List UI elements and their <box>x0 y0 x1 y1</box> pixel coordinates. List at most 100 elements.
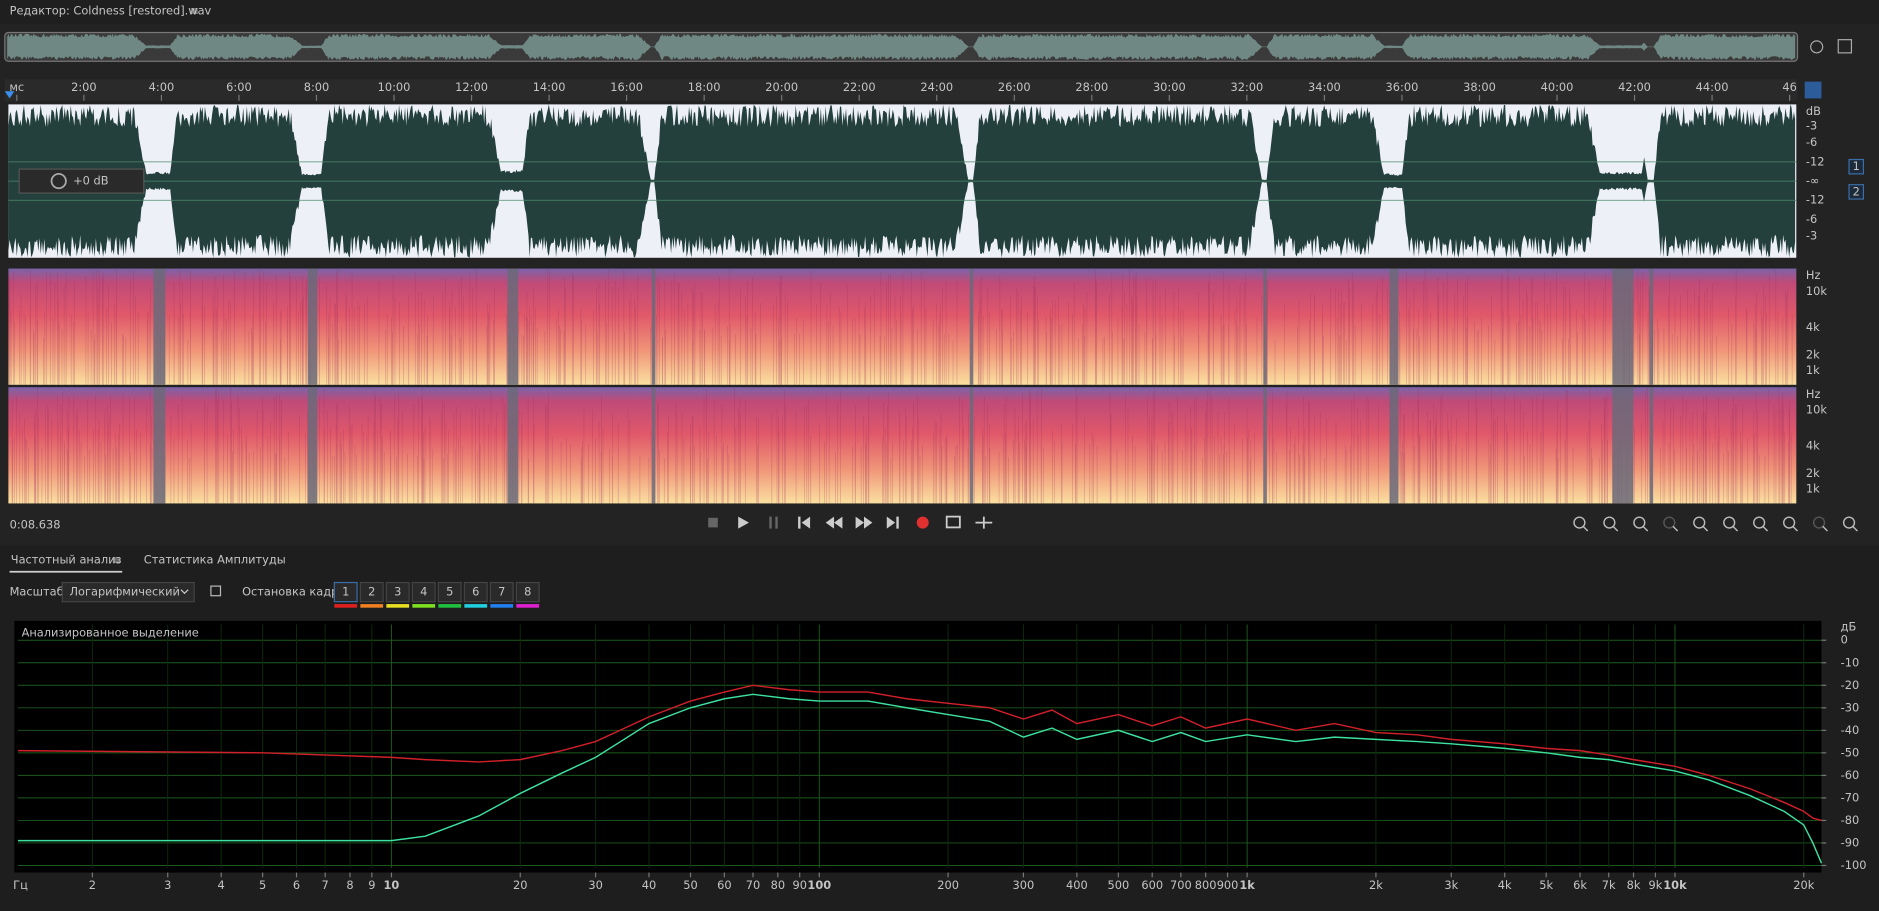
time-label: 40:00 <box>1541 80 1574 94</box>
frame-button-label: 3 <box>394 585 401 599</box>
volume-control[interactable] <box>18 168 145 194</box>
zoom-btn-handle <box>1612 525 1619 532</box>
frame-button-label: 4 <box>420 585 427 599</box>
x-tick-label: 9 <box>368 878 375 892</box>
zoom-btn-handle <box>1822 525 1828 532</box>
y-tick-label: -10 <box>1841 655 1860 669</box>
volume-value: +0 dB <box>73 174 108 188</box>
rewind-btn[interactable] <box>825 516 843 529</box>
frame-button-label: 1 <box>342 585 349 599</box>
spectrogram <box>8 387 1797 504</box>
x-tick-label: 10k <box>1663 878 1687 892</box>
hz-label: 2k <box>1806 466 1820 480</box>
volume-knob[interactable] <box>50 172 67 190</box>
x-tick-label: 7 <box>322 878 329 892</box>
frame-button[interactable] <box>463 581 488 603</box>
y-tick-label: -70 <box>1841 790 1860 804</box>
db-label: -∞ <box>1806 174 1820 188</box>
spectrogram-texture <box>11 387 1792 504</box>
tab-amplitude[interactable]: Статистика Амплитуды <box>144 552 286 566</box>
frame-button[interactable] <box>515 581 540 603</box>
x-tick-label: 90 <box>792 878 806 892</box>
time-label: 18:00 <box>688 80 721 94</box>
zoom-btn[interactable] <box>1812 516 1826 529</box>
y-tick-label: -40 <box>1841 723 1860 737</box>
forward-btn[interactable] <box>855 516 873 529</box>
spectrogram-gap <box>969 387 974 504</box>
frame-button[interactable] <box>385 581 410 603</box>
spectrogram-gap <box>153 268 166 385</box>
zoom-btn[interactable] <box>1783 516 1796 529</box>
frame-button[interactable] <box>333 581 358 603</box>
stop-btn[interactable] <box>708 517 718 528</box>
hz-label: 1k <box>1806 363 1820 377</box>
time-label: 6:00 <box>226 80 252 94</box>
channel-badge[interactable] <box>1848 158 1865 175</box>
next-btn[interactable] <box>886 516 899 529</box>
x-tick-label: 100 <box>807 878 831 892</box>
zoom-btn[interactable] <box>1633 516 1646 529</box>
play-btn[interactable] <box>738 516 749 529</box>
scale-dropdown[interactable] <box>61 581 195 603</box>
zoom-btn-handle <box>1582 525 1589 532</box>
channel-number: 1 <box>1853 159 1860 173</box>
hz-label: 2k <box>1806 347 1820 361</box>
time-label: 10:00 <box>378 80 411 94</box>
spectrogram <box>8 268 1797 385</box>
x-tick-label: 200 <box>937 878 959 892</box>
frame-color <box>464 604 488 608</box>
x-tick-label: 2k <box>1369 878 1383 892</box>
frame-color <box>386 604 410 608</box>
zoom-btn[interactable] <box>1723 516 1736 529</box>
zoom-btn[interactable] <box>1573 516 1586 529</box>
channel-badge[interactable] <box>1848 184 1865 200</box>
time-label: 8:00 <box>304 80 330 94</box>
x-tick-label: 400 <box>1066 878 1088 892</box>
frame-color <box>438 604 462 608</box>
x-tick-label: 9k <box>1648 878 1662 892</box>
record-btn[interactable] <box>916 516 929 529</box>
editor-title: Редактор: Coldness [restored].wav <box>10 3 212 17</box>
zoom-btn[interactable] <box>1753 516 1766 529</box>
x-tick-label: 5k <box>1539 878 1553 892</box>
x-tick-label: 600 <box>1141 878 1163 892</box>
frame-button[interactable] <box>411 581 436 603</box>
hz-label: Hz <box>1806 268 1821 282</box>
spectrogram-gap <box>507 387 519 504</box>
x-tick-label: 7k <box>1602 878 1616 892</box>
time-label: 16:00 <box>610 80 643 94</box>
frame-button[interactable] <box>437 581 462 603</box>
copy-icon[interactable] <box>210 585 222 597</box>
frame-button[interactable] <box>489 581 514 603</box>
x-tick-label: 80 <box>771 878 785 892</box>
spectrogram-gap <box>507 268 519 385</box>
x-tick-label: 40 <box>642 878 656 892</box>
zoom-btn[interactable] <box>1603 516 1616 529</box>
list-icon[interactable] <box>1837 39 1853 54</box>
frame-button[interactable] <box>359 581 384 603</box>
db-label: -12 <box>1806 154 1825 168</box>
x-tick-label: 700 <box>1170 878 1192 892</box>
pause-btn[interactable] <box>769 516 778 529</box>
zoom-btn[interactable] <box>1693 516 1706 529</box>
frame-button-label: 8 <box>524 585 531 599</box>
loop-btn[interactable] <box>945 515 961 529</box>
snap-btn[interactable] <box>1804 81 1822 99</box>
time-label: 36:00 <box>1386 80 1419 94</box>
frame-button-label: 6 <box>472 585 479 599</box>
x-tick-label: 8 <box>346 878 353 892</box>
scale-value: Логарифмический <box>70 585 180 599</box>
time-label: 32:00 <box>1230 80 1263 94</box>
zoom-icon[interactable] <box>1810 40 1824 54</box>
skip-btn[interactable] <box>975 516 993 529</box>
prev-btn[interactable] <box>798 516 811 529</box>
spectrogram-gap <box>969 268 974 385</box>
channel-number: 2 <box>1853 184 1860 198</box>
zoom-btn[interactable] <box>1842 516 1856 529</box>
frame-color <box>516 604 540 608</box>
zoom-btn[interactable] <box>1663 516 1676 529</box>
zoom-btn-handle <box>1672 525 1679 532</box>
spectrogram-gap <box>1389 268 1399 385</box>
zoom-btn-handle <box>1792 525 1799 532</box>
y-tick-label: -100 <box>1841 858 1867 872</box>
